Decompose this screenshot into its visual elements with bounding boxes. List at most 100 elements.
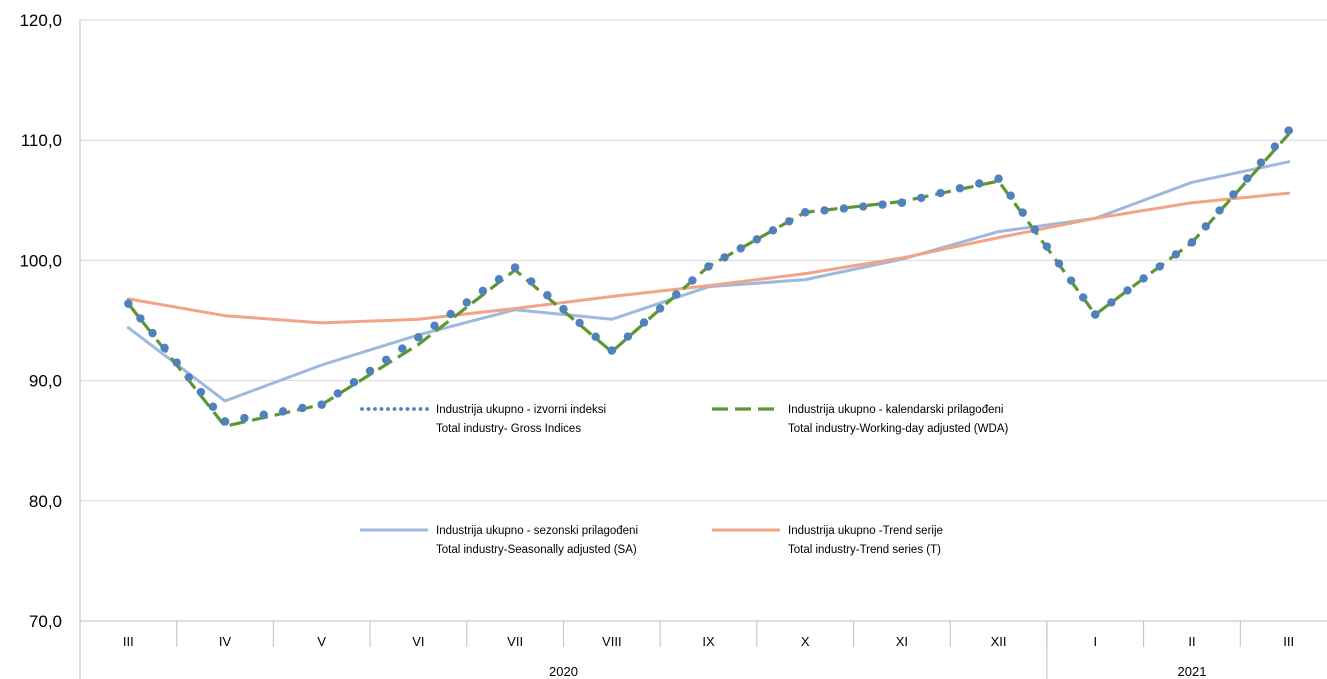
legend-swatch-gross [379,407,384,411]
series-dot-gross [639,318,649,327]
y-tick-label: 90,0 [29,372,62,391]
series-dot-gross [446,309,455,319]
series-dot-gross [768,226,778,235]
x-tick-label: XII [991,634,1007,649]
y-tick-label: 110,0 [21,131,62,150]
legend-swatch-gross [386,407,390,411]
series-dot-gross [1123,286,1132,295]
y-tick-label: 80,0 [29,492,62,511]
data-point-gross [124,299,133,308]
series-dot-gross [688,276,697,285]
series-dot-gross [462,298,471,307]
y-tick-label: 100,0 [19,251,62,270]
legend-label: Industrija ukupno -Trend serije [788,525,943,537]
series-dot-gross [240,413,249,423]
data-point-gross [994,174,1003,183]
data-point-gross [897,198,907,207]
legend-swatch-gross [412,407,416,411]
x-tick-label: III [123,634,134,649]
legend-item-wda: Industrija ukupno - kalendarski prilagođ… [712,404,1008,435]
legend-label: Total industry- Gross Indices [436,423,581,435]
series-layer [124,126,1293,428]
series-dot-gross [623,332,633,341]
series-dot-gross [975,179,984,188]
series-dot-gross [298,403,307,413]
series-dot-gross [752,235,762,244]
year-label: 2020 [549,664,578,679]
legend-label: Industrija ukupno - sezonski prilagođeni [436,525,638,537]
legend-swatch-gross [373,407,377,411]
series-dot-gross [1215,206,1224,215]
x-tick-label: XI [896,634,908,649]
legend-swatch-gross [425,407,429,411]
series-dot-gross [398,344,407,353]
x-tick-label: IX [702,634,715,649]
y-axis-tick-labels: 70,0 80,0 90,0 100,0 110,0 120,0 [19,11,62,631]
x-tick-label: VI [412,634,424,649]
legend-label: Total industry-Seasonally adjusted (SA) [436,544,637,556]
series-dot-gross [333,389,343,398]
series-dot-gross [575,318,584,328]
legend-item-sa: Industrija ukupno - sezonski prilagođeni… [360,525,638,556]
series-dot-gross [1256,158,1266,167]
series-dot-gross [1054,259,1064,268]
series-dot-gross [859,202,868,211]
series-dot-gross [349,378,359,387]
x-tick-label: VIII [602,634,622,649]
x-tick-label: IV [219,634,232,649]
data-point-gross [1187,238,1197,247]
series-dot-gross [278,407,288,416]
series-dot-gross [381,355,391,364]
series-dot-gross [1078,293,1088,302]
series-dot-gross [839,204,849,213]
legend-swatch-gross [360,407,364,411]
series-dot-gross [672,290,681,299]
series-dot-gross [136,314,145,323]
data-point-gross [800,208,810,217]
legend-swatch-gross [418,407,423,411]
series-dot-gross [591,332,600,341]
x-tick-label: VII [507,634,523,649]
series-dot-gross [878,200,887,209]
legend-swatch-gross [366,407,371,411]
series-dot-gross [543,291,552,300]
legend-label: Total industry-Trend series (T) [788,544,941,556]
series-dot-gross [1006,191,1015,200]
series-dot-gross [1030,225,1040,234]
legend-label: Industrija ukupno - izvorni indeksi [436,404,606,416]
legend: Industrija ukupno - izvorni indeksi Total… [360,404,1008,556]
data-point-gross [1284,126,1293,135]
series-dot-gross [184,373,193,382]
x-tick-label: X [801,634,810,649]
x-tick-label: I [1093,634,1097,649]
series-dot-gross [148,328,157,338]
series-dot-gross [736,244,745,253]
series-dot-gross [1107,298,1116,307]
legend-label: Total industry-Working-day adjusted (WDA… [788,423,1008,435]
legend-swatch-gross [392,407,397,411]
series-dot-gross [1270,142,1280,151]
series-dot-gross [172,358,181,367]
series-dot-gross [208,402,218,411]
series-dot-gross [160,343,169,353]
series-dot-gross [478,286,488,296]
series-dot-gross [365,366,375,376]
series-dot-gross [1243,174,1252,183]
legend-item-gross: Industrija ukupno - izvorni indeksi Total… [360,404,606,435]
legend-swatch-gross [405,407,410,411]
data-point-gross [607,346,617,355]
series-dot-gross [936,188,945,198]
series-line-trend [126,191,1291,325]
series-dot-gross [494,275,504,284]
series-dot-gross [1171,250,1181,259]
series-dot-gross [1155,262,1164,271]
series-dot-gross [1042,242,1052,251]
legend-label: Industrija ukupno - kalendarski prilagođ… [788,404,1003,416]
series-dot-gross [820,206,829,215]
series-dot-gross [559,304,568,314]
data-point-gross [414,333,423,342]
series-dot-gross [1018,208,1027,217]
